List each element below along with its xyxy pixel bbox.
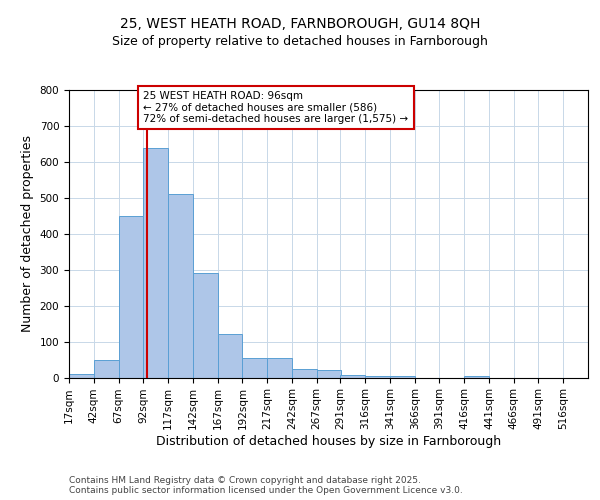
- Bar: [218, 334, 242, 378]
- Y-axis label: Number of detached properties: Number of detached properties: [21, 135, 34, 332]
- Bar: [168, 194, 193, 378]
- Bar: [340, 375, 365, 378]
- Bar: [242, 358, 267, 378]
- Bar: [193, 274, 218, 378]
- Bar: [94, 360, 119, 378]
- Bar: [267, 358, 292, 378]
- Bar: [365, 376, 390, 378]
- Text: 25, WEST HEATH ROAD, FARNBOROUGH, GU14 8QH: 25, WEST HEATH ROAD, FARNBOROUGH, GU14 8…: [120, 18, 480, 32]
- Text: Size of property relative to detached houses in Farnborough: Size of property relative to detached ho…: [112, 35, 488, 48]
- Bar: [69, 374, 94, 378]
- Bar: [119, 216, 143, 378]
- Bar: [390, 376, 415, 378]
- Bar: [292, 368, 317, 378]
- Bar: [317, 370, 341, 378]
- X-axis label: Distribution of detached houses by size in Farnborough: Distribution of detached houses by size …: [156, 435, 501, 448]
- Text: 25 WEST HEATH ROAD: 96sqm
← 27% of detached houses are smaller (586)
72% of semi: 25 WEST HEATH ROAD: 96sqm ← 27% of detac…: [143, 90, 409, 124]
- Text: Contains HM Land Registry data © Crown copyright and database right 2025.
Contai: Contains HM Land Registry data © Crown c…: [69, 476, 463, 495]
- Bar: [464, 376, 489, 378]
- Bar: [143, 148, 168, 378]
